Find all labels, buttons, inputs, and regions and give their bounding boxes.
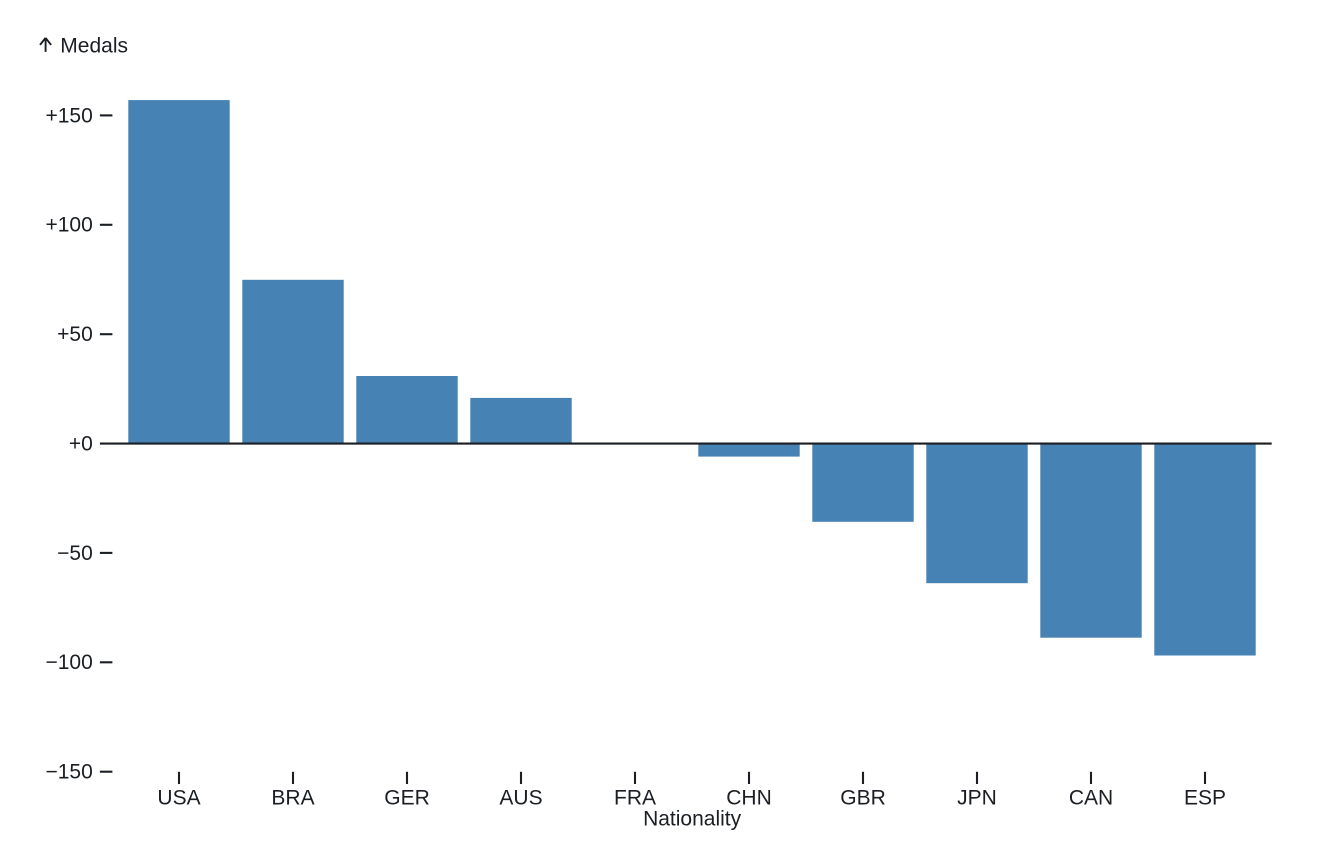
svg-text:−100: −100 (45, 651, 92, 674)
svg-text:USA: USA (157, 786, 200, 809)
svg-text:+100: +100 (45, 214, 92, 237)
svg-text:+150: +150 (45, 104, 92, 127)
svg-text:Medals: Medals (60, 34, 128, 57)
svg-text:CAN: CAN (1069, 786, 1113, 809)
svg-text:CHN: CHN (726, 786, 772, 809)
svg-text:FRA: FRA (614, 786, 656, 809)
svg-text:Nationality: Nationality (643, 808, 742, 831)
svg-text:+50: +50 (57, 323, 93, 346)
svg-text:AUS: AUS (499, 786, 542, 809)
svg-text:BRA: BRA (271, 786, 314, 809)
svg-text:GBR: GBR (840, 786, 886, 809)
svg-text:JPN: JPN (957, 786, 997, 809)
svg-text:+0: +0 (69, 432, 93, 455)
svg-text:ESP: ESP (1184, 786, 1226, 809)
svg-text:GER: GER (384, 786, 430, 809)
svg-text:−50: −50 (57, 542, 93, 565)
svg-text:−150: −150 (45, 761, 92, 784)
